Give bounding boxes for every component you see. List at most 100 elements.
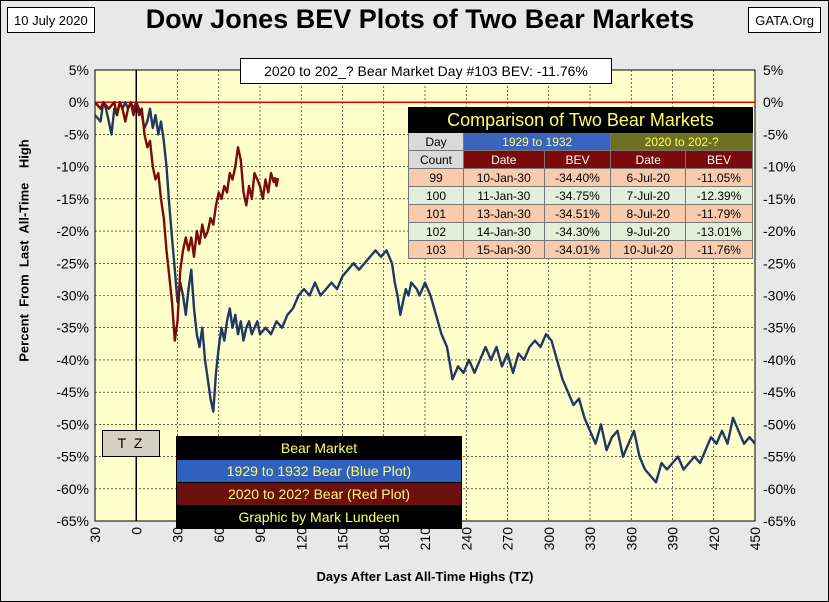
y-tick-label-left: -15%	[56, 191, 89, 207]
bev-2020-cell: -13.01%	[685, 222, 753, 241]
group-2020-header: 2020 to 202-?	[610, 132, 753, 151]
y-tick-label-left: -30%	[56, 288, 89, 304]
y-tick-label-left: -10%	[56, 159, 89, 175]
group-1929-header: 1929 to 1932	[462, 132, 612, 151]
legend-box: Bear Market 1929 to 1932 Bear (Blue Plot…	[176, 436, 462, 529]
y-tick-label-right: -55%	[763, 449, 796, 465]
date-2020-cell: 10-Jul-20	[610, 240, 687, 259]
col-date-2020: Date	[610, 150, 687, 169]
tz-marker-label: T Z	[102, 430, 160, 457]
y-axis-label: Percent From Last All-Time High	[16, 139, 32, 362]
y-tick-label-right: -60%	[763, 481, 796, 497]
date-1929-cell: 11-Jan-30	[463, 186, 545, 205]
bev-1929-cell: -34.51%	[543, 204, 612, 223]
x-tick-label: 390	[665, 527, 681, 551]
y-tick-label-left: 5%	[69, 62, 89, 78]
x-tick-label: 240	[458, 527, 474, 551]
x-tick-label: 450	[747, 527, 763, 551]
date-1929-cell: 15-Jan-30	[463, 240, 545, 259]
y-tick-label-left: -65%	[56, 513, 89, 529]
table-row: 99 10-Jan-30 -34.40% 6-Jul-20 -11.05%	[408, 168, 753, 187]
col-day-header: Day	[408, 132, 464, 151]
bev-1929-cell: -34.30%	[543, 222, 612, 241]
red-series-line	[94, 100, 280, 342]
comparison-table-title: Comparison of Two Bear Markets	[408, 107, 753, 133]
x-tick-label: 120	[293, 527, 309, 551]
source-label: GATA.Org	[748, 7, 821, 33]
y-tick-label-right: -50%	[763, 416, 796, 432]
date-2020-cell: 7-Jul-20	[610, 186, 687, 205]
y-tick-label-left: -25%	[56, 255, 89, 271]
y-tick-label-right: -65%	[763, 513, 796, 529]
date-1929-cell: 14-Jan-30	[463, 222, 545, 241]
x-tick-label: 210	[417, 527, 433, 551]
legend-blue-series: 1929 to 1932 Bear (Blue Plot)	[177, 460, 461, 483]
y-tick-label-right: -5%	[763, 126, 788, 142]
col-bev-1929: BEV	[543, 150, 612, 169]
chart-subtitle: 2020 to 202_? Bear Market Day #103 BEV: …	[240, 58, 612, 84]
day-cell: 99	[408, 168, 464, 187]
x-tick-label: 60	[211, 527, 227, 543]
y-tick-label-left: -50%	[56, 416, 89, 432]
x-tick-label: 150	[335, 527, 351, 551]
col-bev-2020: BEV	[685, 150, 753, 169]
x-tick-label: 360	[623, 527, 639, 551]
col-count-header: Count	[408, 150, 464, 169]
date-1929-cell: 10-Jan-30	[463, 168, 545, 187]
chart-title: Dow Jones BEV Plots of Two Bear Markets	[145, 4, 695, 34]
bev-1929-cell: -34.75%	[543, 186, 612, 205]
bev-2020-cell: -12.39%	[685, 186, 753, 205]
x-axis-label: Days After Last All-Time Highs (TZ)	[316, 569, 534, 584]
x-tick-label: 30	[170, 527, 186, 543]
bev-2020-cell: -11.05%	[685, 168, 753, 187]
day-cell: 102	[408, 222, 464, 241]
legend-red-series: 2020 to 202? Bear (Red Plot)	[177, 483, 461, 506]
day-cell: 103	[408, 240, 464, 259]
day-cell: 101	[408, 204, 464, 223]
date-label: 10 July 2020	[7, 7, 95, 33]
y-tick-label-right: -20%	[763, 223, 796, 239]
y-tick-label-left: -5%	[64, 126, 89, 142]
bev-2020-cell: -11.79%	[685, 204, 753, 223]
y-tick-label-left: -55%	[56, 449, 89, 465]
y-tick-label-left: -35%	[56, 320, 89, 336]
blue-series-line	[94, 100, 756, 484]
x-tick-label: 90	[252, 527, 268, 543]
comparison-table: Comparison of Two Bear Markets Day 1929 …	[408, 107, 753, 259]
x-tick-label: 270	[500, 527, 516, 551]
y-tick-label-right: 5%	[763, 62, 783, 78]
y-tick-label-right: -10%	[763, 159, 796, 175]
x-tick-labels: 30 0 30 60 90 120 150 180 210 240 270 300 330 360 390 4…	[87, 527, 763, 551]
y-tick-label-left: -40%	[56, 352, 89, 368]
y-tick-label-right: -45%	[763, 384, 796, 400]
y-tick-labels: 5% 5% 0% 0% -5% -5% -10% -10% -15% -15% -20% -20% -2…	[56, 62, 795, 529]
date-1929-cell: 13-Jan-30	[463, 204, 545, 223]
y-tick-label-left: 0%	[69, 94, 89, 110]
day-cell: 100	[408, 186, 464, 205]
x-tick-label: 300	[541, 527, 557, 551]
x-tick-label: 330	[582, 527, 598, 551]
date-2020-cell: 6-Jul-20	[610, 168, 687, 187]
legend-credit: Graphic by Mark Lundeen	[177, 506, 461, 528]
y-tick-label-right: -40%	[763, 352, 796, 368]
y-tick-label-right: -35%	[763, 320, 796, 336]
table-row: 103 15-Jan-30 -34.01% 10-Jul-20 -11.76%	[408, 240, 753, 259]
y-tick-label-left: -20%	[56, 223, 89, 239]
x-tick-label: 30	[87, 527, 103, 543]
y-tick-label-right: 0%	[763, 94, 783, 110]
y-tick-label-right: -30%	[763, 288, 796, 304]
bev-2020-cell: -11.76%	[685, 240, 753, 259]
date-2020-cell: 8-Jul-20	[610, 204, 687, 223]
x-tick-label: 0	[128, 527, 144, 535]
legend-header: Bear Market	[177, 437, 461, 460]
y-tick-label-right: -15%	[763, 191, 796, 207]
date-2020-cell: 9-Jul-20	[610, 222, 687, 241]
y-tick-label-left: -60%	[56, 481, 89, 497]
x-tick-label: 180	[376, 527, 392, 551]
y-tick-label-left: -45%	[56, 384, 89, 400]
col-date-1929: Date	[463, 150, 545, 169]
y-tick-label-right: -25%	[763, 255, 796, 271]
table-row: 100 11-Jan-30 -34.75% 7-Jul-20 -12.39%	[408, 186, 753, 205]
bev-1929-cell: -34.40%	[543, 168, 612, 187]
x-tick-label: 420	[706, 527, 722, 551]
